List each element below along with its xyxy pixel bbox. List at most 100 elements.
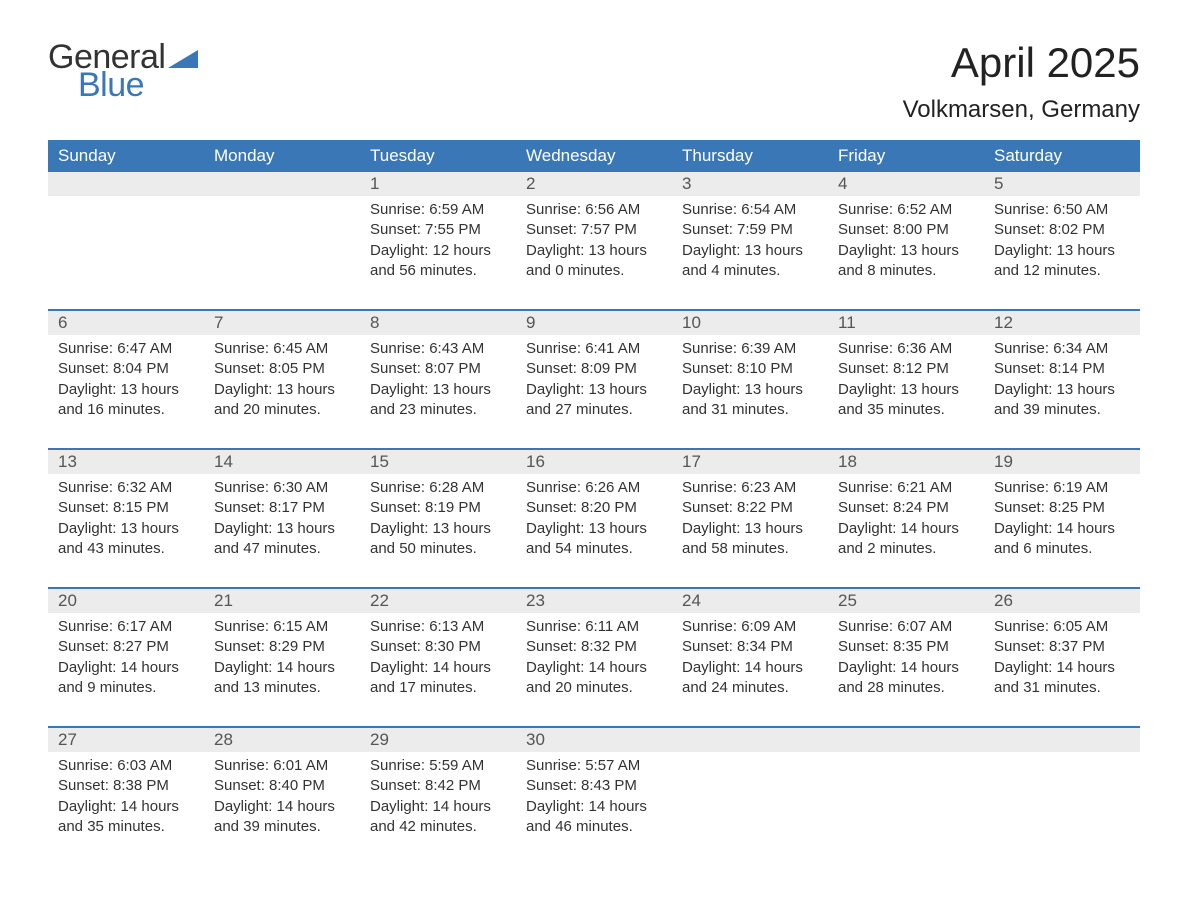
day-detail-cell	[828, 752, 984, 865]
sunset-text: Sunset: 8:25 PM	[994, 498, 1130, 518]
day-detail-cell: Sunrise: 6:09 AMSunset: 8:34 PMDaylight:…	[672, 613, 828, 727]
day-detail-cell: Sunrise: 5:57 AMSunset: 8:43 PMDaylight:…	[516, 752, 672, 865]
day-number-cell: 6	[48, 311, 204, 335]
day-detail-cell: Sunrise: 6:45 AMSunset: 8:05 PMDaylight:…	[204, 335, 360, 449]
day-detail-cell: Sunrise: 6:11 AMSunset: 8:32 PMDaylight:…	[516, 613, 672, 727]
day-header: Tuesday	[360, 140, 516, 172]
sunrise-text: Sunrise: 6:07 AM	[838, 617, 974, 637]
daylight-text: Daylight: 13 hours and 23 minutes.	[370, 380, 506, 421]
day-detail-cell: Sunrise: 6:05 AMSunset: 8:37 PMDaylight:…	[984, 613, 1140, 727]
day-detail-cell: Sunrise: 6:43 AMSunset: 8:07 PMDaylight:…	[360, 335, 516, 449]
day-number-cell: 26	[984, 589, 1140, 613]
sunset-text: Sunset: 8:04 PM	[58, 359, 194, 379]
sunrise-text: Sunrise: 6:54 AM	[682, 200, 818, 220]
sunrise-text: Sunrise: 6:47 AM	[58, 339, 194, 359]
sunrise-text: Sunrise: 6:39 AM	[682, 339, 818, 359]
sunset-text: Sunset: 8:34 PM	[682, 637, 818, 657]
sunset-text: Sunset: 8:12 PM	[838, 359, 974, 379]
sunset-text: Sunset: 8:30 PM	[370, 637, 506, 657]
daylight-text: Daylight: 14 hours and 35 minutes.	[58, 797, 194, 838]
sunrise-text: Sunrise: 6:34 AM	[994, 339, 1130, 359]
daylight-text: Daylight: 13 hours and 35 minutes.	[838, 380, 974, 421]
day-number-cell: 30	[516, 728, 672, 752]
sunrise-text: Sunrise: 6:17 AM	[58, 617, 194, 637]
day-number-cell: 12	[984, 311, 1140, 335]
sunrise-text: Sunrise: 6:43 AM	[370, 339, 506, 359]
sunrise-text: Sunrise: 6:52 AM	[838, 200, 974, 220]
sunrise-text: Sunrise: 6:21 AM	[838, 478, 974, 498]
sunrise-text: Sunrise: 6:36 AM	[838, 339, 974, 359]
day-detail-cell	[204, 196, 360, 310]
day-header: Friday	[828, 140, 984, 172]
daylight-text: Daylight: 14 hours and 31 minutes.	[994, 658, 1130, 699]
sunrise-text: Sunrise: 6:41 AM	[526, 339, 662, 359]
daylight-text: Daylight: 13 hours and 50 minutes.	[370, 519, 506, 560]
day-number-cell	[828, 728, 984, 752]
sunrise-text: Sunrise: 5:59 AM	[370, 756, 506, 776]
day-detail-cell: Sunrise: 6:07 AMSunset: 8:35 PMDaylight:…	[828, 613, 984, 727]
day-detail-cell: Sunrise: 6:15 AMSunset: 8:29 PMDaylight:…	[204, 613, 360, 727]
sunrise-text: Sunrise: 6:09 AM	[682, 617, 818, 637]
sunset-text: Sunset: 8:07 PM	[370, 359, 506, 379]
day-number-cell: 5	[984, 172, 1140, 196]
day-number-cell: 24	[672, 589, 828, 613]
daylight-text: Daylight: 13 hours and 47 minutes.	[214, 519, 350, 560]
daylight-text: Daylight: 14 hours and 39 minutes.	[214, 797, 350, 838]
sunset-text: Sunset: 8:19 PM	[370, 498, 506, 518]
daylight-text: Daylight: 14 hours and 17 minutes.	[370, 658, 506, 699]
sunset-text: Sunset: 8:27 PM	[58, 637, 194, 657]
sunrise-text: Sunrise: 6:19 AM	[994, 478, 1130, 498]
day-header: Wednesday	[516, 140, 672, 172]
sunset-text: Sunset: 7:59 PM	[682, 220, 818, 240]
daylight-text: Daylight: 13 hours and 27 minutes.	[526, 380, 662, 421]
brand-word2: Blue	[48, 68, 198, 102]
daylight-text: Daylight: 13 hours and 8 minutes.	[838, 241, 974, 282]
sunset-text: Sunset: 8:22 PM	[682, 498, 818, 518]
sunrise-text: Sunrise: 6:11 AM	[526, 617, 662, 637]
daylight-text: Daylight: 14 hours and 28 minutes.	[838, 658, 974, 699]
daylight-text: Daylight: 13 hours and 43 minutes.	[58, 519, 194, 560]
sunrise-text: Sunrise: 6:05 AM	[994, 617, 1130, 637]
sunrise-text: Sunrise: 6:56 AM	[526, 200, 662, 220]
sunset-text: Sunset: 8:00 PM	[838, 220, 974, 240]
sunset-text: Sunset: 8:20 PM	[526, 498, 662, 518]
day-number-cell	[204, 172, 360, 196]
sunrise-text: Sunrise: 6:59 AM	[370, 200, 506, 220]
day-detail-cell: Sunrise: 6:32 AMSunset: 8:15 PMDaylight:…	[48, 474, 204, 588]
sunrise-text: Sunrise: 6:23 AM	[682, 478, 818, 498]
day-detail-cell: Sunrise: 6:30 AMSunset: 8:17 PMDaylight:…	[204, 474, 360, 588]
day-number-cell	[984, 728, 1140, 752]
page-header: General Blue April 2025 Volkmarsen, Germ…	[48, 40, 1140, 124]
location-label: Volkmarsen, Germany	[903, 96, 1140, 124]
day-header-row: Sunday Monday Tuesday Wednesday Thursday…	[48, 140, 1140, 172]
sunrise-text: Sunrise: 6:01 AM	[214, 756, 350, 776]
sunrise-text: Sunrise: 6:30 AM	[214, 478, 350, 498]
daylight-text: Daylight: 14 hours and 13 minutes.	[214, 658, 350, 699]
daylight-text: Daylight: 13 hours and 31 minutes.	[682, 380, 818, 421]
day-detail-cell: Sunrise: 6:03 AMSunset: 8:38 PMDaylight:…	[48, 752, 204, 865]
daylight-text: Daylight: 13 hours and 20 minutes.	[214, 380, 350, 421]
sunset-text: Sunset: 8:42 PM	[370, 776, 506, 796]
day-number-cell	[48, 172, 204, 196]
sunset-text: Sunset: 8:35 PM	[838, 637, 974, 657]
day-detail-cell: Sunrise: 6:54 AMSunset: 7:59 PMDaylight:…	[672, 196, 828, 310]
day-detail-cell: Sunrise: 6:19 AMSunset: 8:25 PMDaylight:…	[984, 474, 1140, 588]
sunset-text: Sunset: 8:38 PM	[58, 776, 194, 796]
sunrise-text: Sunrise: 6:45 AM	[214, 339, 350, 359]
sunset-text: Sunset: 8:10 PM	[682, 359, 818, 379]
day-detail-cell: Sunrise: 6:36 AMSunset: 8:12 PMDaylight:…	[828, 335, 984, 449]
sunrise-text: Sunrise: 6:26 AM	[526, 478, 662, 498]
day-detail-cell: Sunrise: 6:47 AMSunset: 8:04 PMDaylight:…	[48, 335, 204, 449]
daylight-text: Daylight: 12 hours and 56 minutes.	[370, 241, 506, 282]
sunset-text: Sunset: 8:32 PM	[526, 637, 662, 657]
sunset-text: Sunset: 8:17 PM	[214, 498, 350, 518]
daynum-row: 20212223242526	[48, 589, 1140, 613]
day-number-cell	[672, 728, 828, 752]
sunrise-text: Sunrise: 6:28 AM	[370, 478, 506, 498]
month-title: April 2025	[903, 40, 1140, 86]
daylight-text: Daylight: 13 hours and 4 minutes.	[682, 241, 818, 282]
daylight-text: Daylight: 13 hours and 12 minutes.	[994, 241, 1130, 282]
day-number-cell: 27	[48, 728, 204, 752]
day-number-cell: 1	[360, 172, 516, 196]
daylight-text: Daylight: 14 hours and 20 minutes.	[526, 658, 662, 699]
